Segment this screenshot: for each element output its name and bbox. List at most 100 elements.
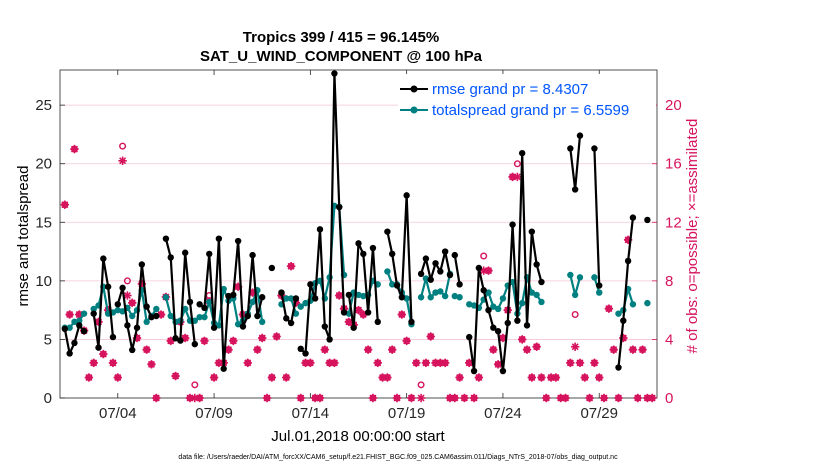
rmse-point [196,301,203,308]
obs-assimilated-marker [272,332,281,341]
rmse-point [364,309,372,316]
y-tick-label: 10 [35,273,52,290]
spread-point [162,294,170,301]
spread-point [114,306,121,314]
obs-assimilated-stroke [330,359,338,367]
obs-assimilated-marker [243,358,252,368]
obs-assimilated-marker [489,345,498,354]
obs-assimilated-stroke [470,394,478,402]
obs-assimilated-marker [638,345,647,354]
spread-point [441,292,449,300]
obs-assimilated-marker [628,345,638,354]
rmse-point [172,335,179,342]
spread-point [76,317,83,324]
rmse-point [61,325,69,333]
y2-axis-label: # of obs: o=possible; ×=assimilated [684,119,701,354]
obs-assimilated-stroke [562,394,570,402]
obs-assimilated-stroke [128,299,136,307]
rmse-line [386,194,413,322]
spread-point [422,275,430,282]
rmse-point [528,228,536,235]
rmse-point [234,237,242,245]
obs-assimilated-marker [595,373,604,382]
obs-assimilated-stroke [263,394,271,402]
y2-tick-label: 0 [665,390,673,407]
rmse-point [283,315,290,322]
obs-possible-marker [480,252,488,260]
obs-possible-marker [571,311,579,319]
rmse-point [403,192,410,199]
obs-assimilated-marker [397,310,407,319]
rmse-point [518,149,526,157]
rmse-point [389,250,396,258]
obs-assimilated-marker [65,310,74,319]
spread-point [196,313,203,321]
spread-point [90,305,97,313]
rmse-point [129,346,136,354]
obs-assimilated-stroke [273,332,281,341]
rmse-point [533,261,540,268]
spread-point [591,274,598,281]
obs-assimilated-marker [392,393,402,403]
obs-assimilated-stroke [639,346,647,354]
obs-assimilated-stroke [393,394,401,402]
spread-point [485,289,492,296]
rmse-point [114,301,121,308]
obs-assimilated-marker [267,373,277,382]
rmse-line [299,72,346,355]
spread-point [456,294,463,301]
rmse-point [302,350,309,357]
rmse-point [494,328,502,335]
y-tick-label: 25 [35,97,52,114]
spread-point [287,295,295,302]
rmse-point [210,324,218,331]
obs-assimilated-stroke [513,173,521,181]
spread-point [518,299,526,307]
obs-assimilated-stroke [147,360,155,368]
obs-assimilated-stroke [383,373,391,382]
obs-possible-marker [417,381,425,389]
x-tick-label: 07/29 [580,405,618,422]
y-tick-label: 20 [35,156,52,173]
x-tick-label: 07/14 [292,405,330,422]
rmse-point [490,324,497,331]
spread-point [644,299,651,307]
y-tick-label: 5 [44,331,52,348]
rmse-point [100,255,107,262]
rmse-point [360,250,367,258]
obs-assimilated-stroke [412,359,420,367]
obs-assimilated-marker [84,373,94,382]
obs-assimilated-stroke [152,394,160,402]
spread-point [153,305,160,313]
obs-assimilated-stroke [407,394,415,402]
rmse-point [71,339,78,347]
obs-assimilated-marker [407,393,416,403]
obs-assimilated-marker [412,358,421,368]
rmse-point [336,203,343,211]
obs-assimilated-marker [200,336,209,346]
obs-assimilated-stroke [369,394,377,402]
obs-assimilated-stroke [605,305,613,313]
y-axis-label: rmse and totalspread [15,166,32,307]
obs-assimilated-marker [383,373,392,382]
rmse-point [350,324,357,331]
rmse-point [620,317,627,324]
rmse-point [514,317,521,324]
obs-assimilated-marker [522,345,532,354]
obs-assimilated-stroke [586,394,594,402]
rmse-point [485,306,492,314]
spread-point [302,299,309,307]
spread-point [417,294,425,301]
rmse-point [591,145,598,152]
rmse-point [76,322,83,329]
obs-assimilated-stroke [61,201,69,209]
obs-assimilated-marker [585,393,594,403]
obs-assimilated-marker [320,345,329,354]
rmse-point [475,264,483,272]
rmse-point [427,276,434,283]
spread-point [451,292,458,300]
x-axis-label: Jul.01,2018 00:00:00 start [271,428,445,445]
spread-point [71,318,78,326]
obs-assimilated-marker [152,393,161,403]
obs-assimilated-stroke [335,291,343,300]
